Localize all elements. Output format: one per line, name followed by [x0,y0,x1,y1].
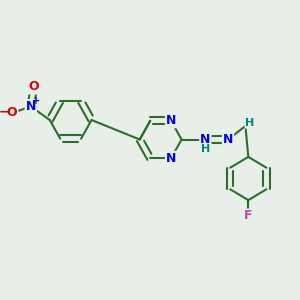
Text: N: N [166,114,176,127]
Text: −: − [0,105,9,118]
Text: O: O [7,106,17,119]
Text: H: H [201,144,210,154]
Text: N: N [166,152,176,165]
Text: N: N [223,133,233,146]
Text: F: F [244,209,253,223]
Text: +: + [32,95,40,106]
Text: N: N [26,100,36,113]
Text: O: O [28,80,39,94]
Text: H: H [245,118,254,128]
Text: N: N [200,133,211,146]
